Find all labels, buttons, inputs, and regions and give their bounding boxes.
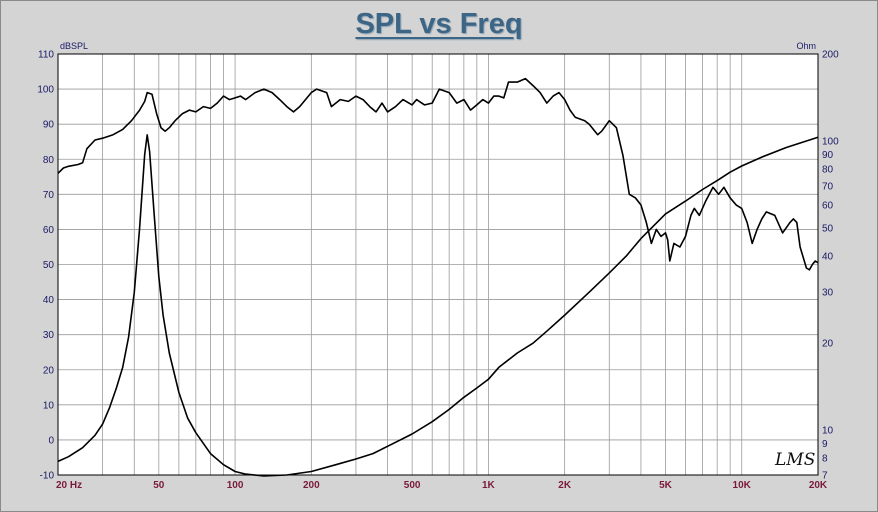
x-tick-label: 20K — [809, 480, 828, 491]
left-tick-label: 110 — [38, 50, 54, 61]
left-tick-label: 100 — [37, 85, 54, 96]
chart-title: SPL vs Freq — [355, 8, 523, 40]
spl-curve — [57, 77, 819, 271]
x-tick-label: 10K — [733, 480, 752, 491]
right-tick-label: 40 — [822, 252, 834, 263]
x-tick-label: 5K — [659, 480, 673, 491]
left-tick-label: 40 — [43, 295, 55, 306]
signature-logo: LMS — [774, 450, 815, 470]
left-tick-label: 50 — [43, 260, 55, 271]
right-tick-label: 30 — [822, 288, 834, 299]
left-tick-label: 30 — [43, 330, 55, 341]
left-axis-unit: dBSPL — [60, 41, 88, 51]
x-tick-label: 500 — [404, 480, 421, 491]
left-tick-label: 0 — [48, 435, 54, 446]
right-tick-label: 9 — [822, 439, 828, 450]
right-tick-label: 20 — [822, 339, 834, 350]
left-tick-label: 20 — [43, 365, 55, 376]
right-tick-label: 100 — [822, 137, 839, 148]
left-tick-label: 80 — [43, 155, 55, 166]
left-tick-label: 90 — [43, 120, 55, 131]
right-tick-label: 70 — [822, 181, 834, 192]
left-tick-label: 10 — [43, 400, 55, 411]
right-tick-label: 7 — [822, 471, 828, 482]
right-tick-label: 60 — [822, 201, 834, 212]
right-axis-unit: Ohm — [796, 41, 816, 51]
x-tick-label: 20 Hz — [56, 480, 82, 491]
right-tick-label: 8 — [822, 454, 828, 465]
right-tick-label: 10 — [822, 426, 834, 437]
impedance-curve — [57, 134, 819, 477]
left-tick-label: 60 — [43, 225, 55, 236]
x-tick-label: 50 — [153, 480, 165, 491]
left-tick-label: -10 — [40, 471, 55, 482]
x-tick-label: 100 — [227, 480, 244, 491]
plot-border — [57, 53, 819, 476]
right-tick-label: 200 — [822, 50, 839, 61]
right-tick-label: 90 — [822, 150, 834, 161]
x-tick-label: 2K — [558, 480, 572, 491]
right-tick-label: 80 — [822, 165, 834, 176]
right-tick-label: 50 — [822, 224, 834, 235]
x-tick-label: 200 — [303, 480, 320, 491]
left-tick-label: 70 — [43, 190, 55, 201]
x-tick-label: 1K — [482, 480, 496, 491]
